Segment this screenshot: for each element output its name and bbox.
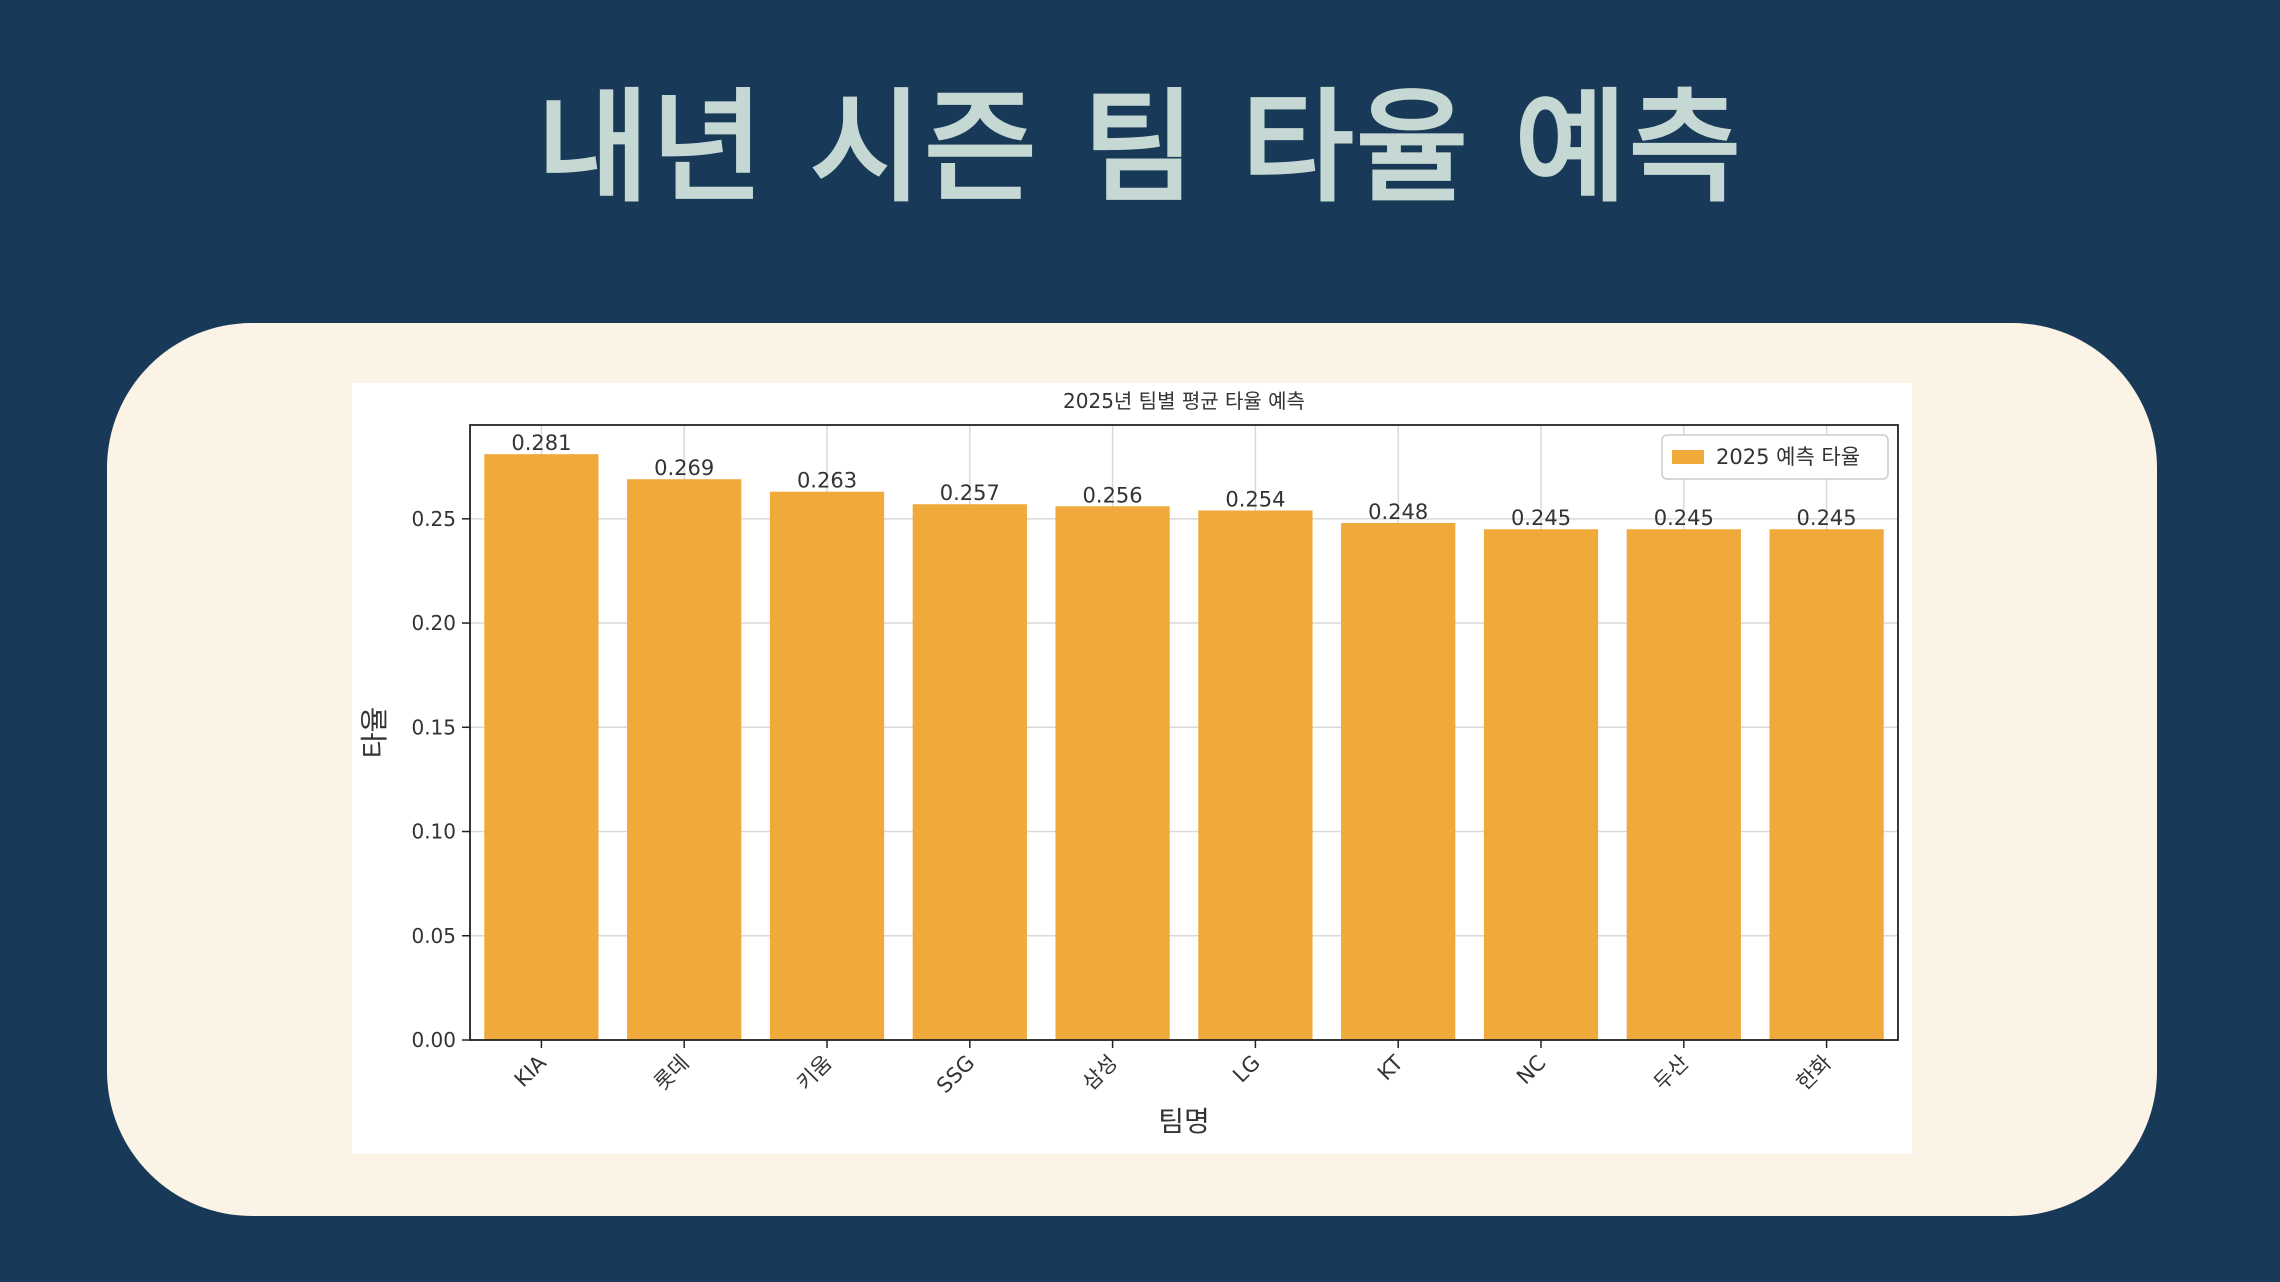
x-tick-label: 키움 bbox=[792, 1051, 836, 1095]
data-label: 0.254 bbox=[1225, 487, 1285, 511]
bar-NC bbox=[1483, 529, 1599, 1040]
bar-KIA bbox=[484, 454, 599, 1041]
legend-label: 2025 예측 타율 bbox=[1716, 445, 1860, 469]
y-tick-label: 0.25 bbox=[411, 507, 456, 531]
bar-KT bbox=[1341, 522, 1456, 1040]
data-label: 0.281 bbox=[511, 431, 571, 455]
data-label: 0.245 bbox=[1654, 506, 1714, 530]
data-label: 0.245 bbox=[1797, 506, 1857, 530]
bar-LG bbox=[1198, 510, 1313, 1040]
x-tick-label: SSG bbox=[932, 1051, 979, 1098]
x-tick-label: NC bbox=[1512, 1051, 1550, 1089]
data-label: 0.263 bbox=[797, 469, 857, 493]
y-tick-label: 0.05 bbox=[411, 924, 456, 948]
y-tick-label: 0.15 bbox=[411, 715, 456, 739]
bar-삼성 bbox=[1055, 506, 1170, 1041]
bar-SSG bbox=[912, 504, 1027, 1040]
data-label: 0.256 bbox=[1083, 483, 1143, 507]
chart-figure: 0.00 0.05 0.10 0.15 0.20 0.25 0.281 KIA 0.269 롯데 0… bbox=[352, 383, 1912, 1154]
data-label: 0.245 bbox=[1511, 506, 1571, 530]
chart-title: 2025년 팀별 평균 타율 예측 bbox=[1063, 389, 1305, 413]
legend-swatch bbox=[1672, 450, 1704, 464]
legend-box bbox=[1661, 434, 1889, 480]
y-axis-label: 타율 bbox=[358, 707, 391, 759]
bar-chart: 0.00 0.05 0.10 0.15 0.20 0.25 0.281 KIA 0.269 롯데 0… bbox=[358, 389, 1899, 1138]
data-label: 0.269 bbox=[654, 456, 714, 480]
y-tick-label: 0.20 bbox=[411, 611, 456, 635]
bar-두산 bbox=[1626, 529, 1741, 1040]
x-tick-label: KT bbox=[1373, 1050, 1408, 1085]
x-axis-label: 팀명 bbox=[1158, 1105, 1210, 1138]
data-label: 0.257 bbox=[940, 481, 1000, 505]
x-tick-label: 삼성 bbox=[1078, 1051, 1122, 1095]
x-tick-label: 한화 bbox=[1792, 1051, 1836, 1095]
x-tick-label: 두산 bbox=[1649, 1051, 1693, 1095]
data-label: 0.248 bbox=[1368, 500, 1428, 524]
y-tick-label: 0.10 bbox=[411, 820, 456, 844]
slide-title: 내년 시즌 팀 타율 예측 bbox=[536, 77, 1744, 219]
plot-frame bbox=[469, 424, 1899, 1041]
bar-한화 bbox=[1769, 529, 1884, 1040]
y-tick-label: 0.00 bbox=[411, 1028, 456, 1052]
x-tick-label: LG bbox=[1228, 1051, 1265, 1088]
bar-키움 bbox=[769, 491, 885, 1040]
x-tick-label: KIA bbox=[510, 1050, 552, 1092]
bar-롯데 bbox=[627, 479, 742, 1041]
x-tick-label: 롯데 bbox=[649, 1051, 693, 1095]
